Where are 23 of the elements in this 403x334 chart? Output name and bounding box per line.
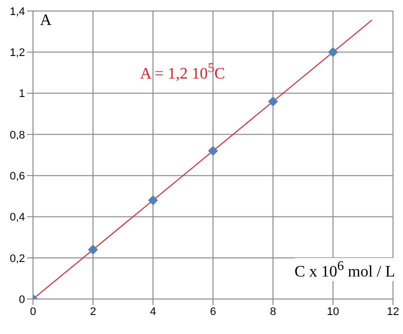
y-tick-label: 1,4: [10, 6, 25, 18]
point: [268, 96, 278, 107]
x-tick-label: 12: [386, 306, 400, 318]
point: [328, 47, 338, 58]
x-tick-label: 6: [210, 306, 216, 318]
x-axis-title: C x 10$^{6}$ mol / L: [294, 258, 395, 282]
x-tick-label: 8: [270, 306, 276, 318]
y-tick-label: 0,6: [10, 170, 25, 182]
point: [208, 146, 218, 156]
y-tick-label: 0,8: [10, 129, 25, 142]
x-tick-label: 4: [150, 306, 156, 318]
y-axis-title: A: [40, 12, 52, 30]
x-tick-label: 2: [90, 306, 96, 318]
y-tick-label: 0,2: [10, 252, 25, 265]
point: [148, 195, 158, 206]
y-tick-label: 1,2: [10, 47, 25, 60]
y-tick-label: 0,4: [10, 212, 25, 224]
x-tick-label: 0: [30, 306, 36, 318]
y-tick-label: 0: [18, 294, 25, 306]
y-tick-label: 1: [18, 88, 25, 100]
annotation: A = 1,2 10$^{5}$C: [140, 60, 226, 84]
point: [88, 244, 98, 255]
x-tick-label: 10: [326, 306, 340, 318]
